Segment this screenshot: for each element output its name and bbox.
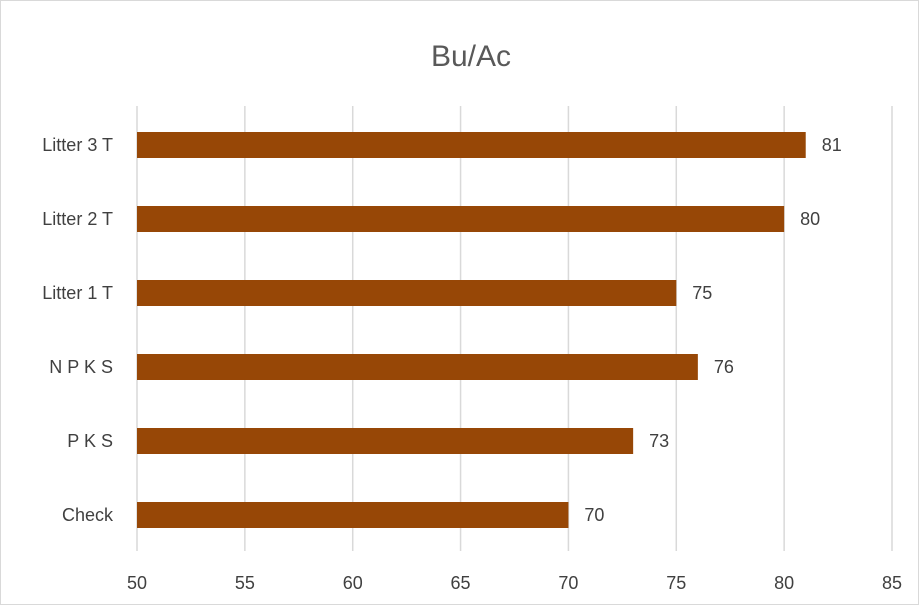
x-tick-label: 50 <box>127 573 147 593</box>
x-tick-label: 75 <box>666 573 686 593</box>
bars <box>137 132 806 528</box>
category-label: Litter 2 T <box>42 209 113 229</box>
data-label: 76 <box>714 357 734 377</box>
category-axis: Check P K S N P K S Litter 1 T Litter 2 T Lit… <box>42 135 114 525</box>
x-tick-label: 85 <box>882 573 902 593</box>
bar <box>137 428 634 454</box>
x-tick-label: 55 <box>235 573 255 593</box>
value-axis: 50 55 60 65 70 75 80 85 <box>127 573 902 593</box>
data-label: 75 <box>692 283 712 303</box>
gridlines <box>136 106 893 551</box>
category-label: P K S <box>67 431 113 451</box>
data-label: 70 <box>584 505 604 525</box>
data-label: 81 <box>822 135 842 155</box>
bar <box>137 280 677 306</box>
category-label: Check <box>62 505 114 525</box>
category-label: N P K S <box>49 357 113 377</box>
x-tick-label: 80 <box>774 573 794 593</box>
bar <box>137 132 806 158</box>
chart-title: Bu/Ac <box>431 40 511 73</box>
bar <box>137 502 569 528</box>
x-tick-label: 60 <box>343 573 363 593</box>
bar <box>137 206 785 232</box>
x-tick-label: 70 <box>558 573 578 593</box>
data-label: 73 <box>649 431 669 451</box>
category-label: Litter 3 T <box>42 135 113 155</box>
data-label: 80 <box>800 209 820 229</box>
category-label: Litter 1 T <box>42 283 113 303</box>
x-tick-label: 65 <box>451 573 471 593</box>
data-labels: 70 73 76 75 80 81 <box>584 135 841 525</box>
bar <box>137 354 698 380</box>
